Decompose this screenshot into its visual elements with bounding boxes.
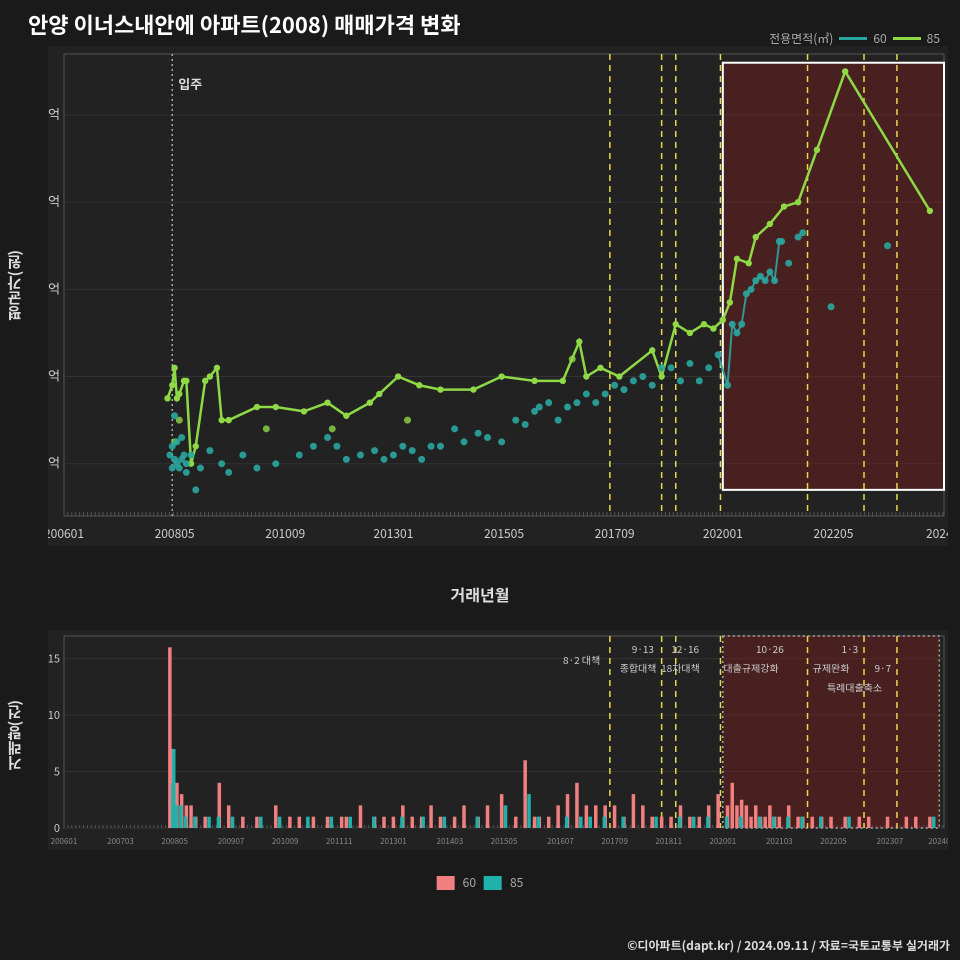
svg-text:201301: 201301 (373, 525, 413, 542)
svg-text:0: 0 (54, 820, 60, 836)
svg-text:대출규제강화: 대출규제강화 (723, 660, 778, 675)
legend-box-85 (484, 876, 502, 890)
svg-text:201607: 201607 (547, 836, 574, 847)
svg-text:10: 10 (48, 707, 60, 723)
svg-text:201009: 201009 (272, 836, 299, 847)
svg-text:201709: 201709 (595, 525, 635, 542)
y-axis-label-2: 거래량(건) (4, 700, 25, 771)
svg-text:201505: 201505 (491, 836, 518, 847)
x-axis-label-1: 거래년월 (451, 582, 510, 606)
price-chart: 2억 3억 4억 5억 6억 200601 200805 201009 201301 201505… (48, 46, 948, 546)
legend-label-60: 60 (873, 30, 886, 47)
legend-label-85: 85 (927, 30, 940, 47)
svg-text:202001: 202001 (710, 836, 737, 847)
svg-text:201403: 201403 (437, 836, 464, 847)
svg-text:18차대책: 18차대책 (661, 660, 700, 675)
svg-text:200805: 200805 (155, 525, 195, 542)
svg-text:201301: 201301 (380, 836, 407, 847)
svg-text:3억: 3억 (48, 366, 60, 385)
svg-text:9·7: 9·7 (874, 660, 891, 675)
svg-text:5: 5 (54, 764, 60, 780)
svg-text:10·26: 10·26 (756, 641, 784, 656)
svg-text:202205: 202205 (813, 525, 853, 542)
legend-area-label: 전용면적(㎡) (769, 30, 833, 47)
svg-text:2억: 2억 (48, 453, 60, 472)
price-chart-svg: 2억 3억 4억 5억 6억 200601 200805 201009 201301 201505… (48, 46, 948, 546)
svg-text:201811: 201811 (655, 836, 682, 847)
legend-vol-60: 60 (463, 874, 476, 891)
credit-line: ©디아파트(dapt.kr) / 2024.09.11 / 자료=국토교통부 실… (627, 937, 950, 954)
svg-text:6억: 6억 (48, 104, 60, 123)
svg-text:200601: 200601 (51, 836, 78, 847)
svg-text:입주: 입주 (178, 74, 202, 93)
svg-text:201505: 201505 (484, 525, 524, 542)
svg-text:규제완화: 규제완화 (813, 660, 850, 675)
svg-text:1·3: 1·3 (842, 641, 859, 656)
volume-chart-svg: 0 5 10 15 200601 200703 200805 200907 201009 2011… (48, 630, 948, 850)
svg-text:200805: 200805 (161, 836, 188, 847)
svg-text:종합대책: 종합대책 (620, 660, 657, 675)
svg-text:2024: 2024 (926, 525, 948, 542)
volume-chart: 0 5 10 15 200601 200703 200805 200907 201009 2011… (48, 630, 948, 850)
svg-text:202001: 202001 (703, 525, 743, 542)
svg-text:15: 15 (48, 651, 60, 667)
svg-text:201009: 201009 (265, 525, 305, 542)
legend-box-60 (437, 876, 455, 890)
svg-text:200601: 200601 (48, 525, 84, 542)
svg-text:특례대출축소: 특례대출축소 (827, 679, 882, 694)
svg-text:12·16: 12·16 (671, 641, 699, 656)
y-axis-label-1: 평균가(원) (4, 250, 25, 321)
svg-text:202205: 202205 (820, 836, 847, 847)
svg-text:202307: 202307 (877, 836, 904, 847)
chart-title: 안양 이너스내안에 아파트(2008) 매매가격 변화 (28, 8, 461, 40)
legend-volume: 60 85 (437, 874, 524, 891)
svg-text:8·2 대책: 8·2 대책 (563, 652, 600, 667)
legend-swatch-85 (893, 37, 921, 40)
svg-text:200703: 200703 (107, 836, 134, 847)
svg-text:4억: 4억 (48, 278, 60, 297)
svg-text:20240: 20240 (928, 836, 948, 847)
legend-vol-85: 85 (510, 874, 523, 891)
svg-text:200907: 200907 (218, 836, 245, 847)
svg-text:201709: 201709 (601, 836, 628, 847)
legend-area-top: 전용면적(㎡) 60 85 (769, 30, 940, 47)
svg-text:202103: 202103 (766, 836, 793, 847)
legend-swatch-60 (839, 37, 867, 40)
svg-text:5억: 5억 (48, 191, 60, 210)
svg-text:9·13: 9·13 (632, 641, 654, 656)
svg-text:201111: 201111 (326, 836, 353, 847)
